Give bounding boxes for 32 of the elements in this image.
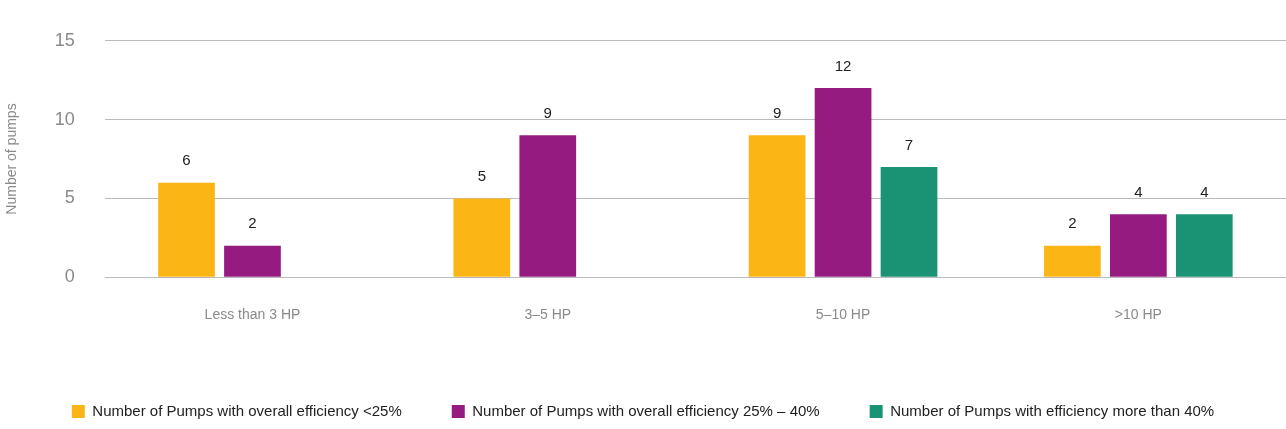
legend-label: Number of Pumps with overall efficiency <25% bbox=[92, 401, 402, 419]
data-label: 9 bbox=[543, 104, 552, 121]
data-label: 2 bbox=[1068, 214, 1077, 232]
y-axis-title: Number of pumps bbox=[3, 103, 20, 215]
x-tick-label: 3–5 HP bbox=[524, 306, 572, 323]
data-label: 5 bbox=[477, 167, 486, 185]
bar bbox=[1175, 214, 1233, 277]
data-label: 9 bbox=[772, 104, 782, 121]
legend-label: Number of Pumps with overall efficiency 25% – 40% bbox=[472, 401, 820, 419]
data-label: 12 bbox=[834, 56, 852, 74]
bar bbox=[1044, 245, 1101, 277]
y-tick-label: 5 bbox=[64, 187, 75, 208]
x-tick-label: Less than 3 HP bbox=[204, 306, 301, 323]
y-tick-label: 15 bbox=[54, 29, 75, 50]
bar bbox=[814, 88, 872, 277]
bar bbox=[158, 182, 215, 277]
bar bbox=[748, 135, 806, 277]
data-label: 2 bbox=[248, 214, 257, 232]
y-tick-label: 0 bbox=[64, 266, 75, 287]
bar bbox=[1109, 214, 1167, 277]
data-label: 4 bbox=[1134, 182, 1143, 200]
data-label: 7 bbox=[904, 135, 914, 153]
bar bbox=[453, 198, 511, 277]
data-label: 6 bbox=[182, 151, 191, 169]
x-tick-label: >10 HP bbox=[1114, 306, 1162, 323]
bar bbox=[519, 135, 577, 277]
x-tick-label: 5–10 HP bbox=[815, 306, 871, 323]
bar bbox=[224, 245, 281, 277]
data-label: 4 bbox=[1200, 182, 1209, 200]
legend-label: Number of Pumps with efficiency more than 40% bbox=[890, 401, 1215, 419]
bar bbox=[880, 166, 938, 277]
y-tick-label: 10 bbox=[54, 108, 75, 129]
